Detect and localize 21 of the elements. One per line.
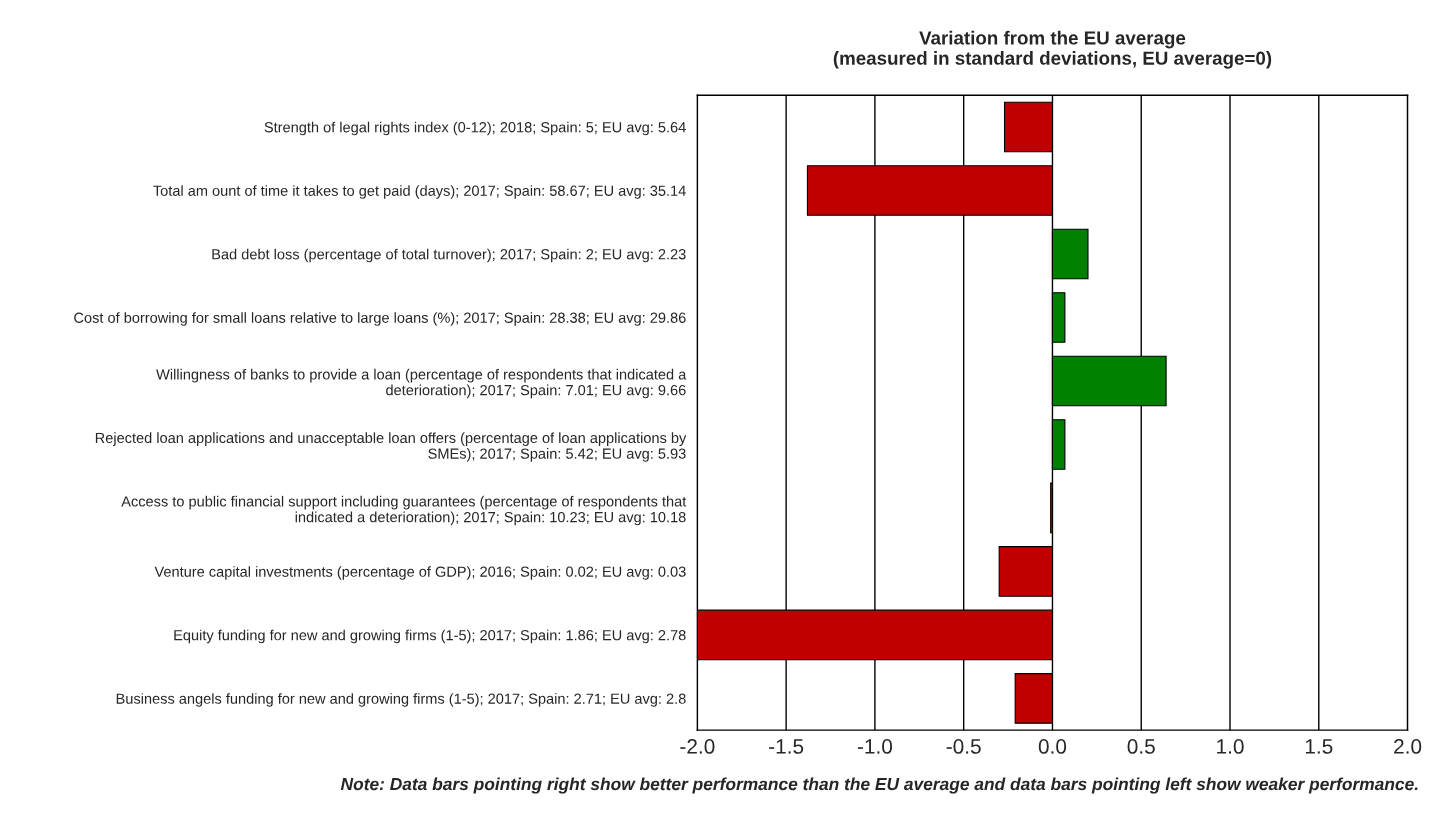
- x-tick-label: 1.5: [1305, 739, 1333, 754]
- y-tick-label: Business angels funding for new and growing firms (1-5); 2017; Spain: 2.71; EU avg: 2.8: [116, 693, 686, 707]
- y-tick-label: Willingness of banks to provide a loan (percentage of respondents that indicated a deterioration); 2017; Spain: 7.01; EU avg: 9.66: [156, 368, 687, 399]
- x-tick-label: 0.5: [1127, 739, 1155, 754]
- x-tick-label: -2.0: [680, 739, 715, 754]
- y-tick-label: Cost of borrowing for small loans relative to large loans (%); 2017; Spain: 28.38; EU avg: 29.86: [74, 312, 686, 326]
- y-tick-label: Total am ount of time it takes to get paid (days); 2017; Spain: 58.67; EU avg: 35.14: [153, 185, 686, 199]
- x-tick-label: -1.0: [857, 739, 893, 754]
- x-tick-label: 2.0: [1394, 739, 1422, 754]
- x-tick-label: -0.5: [946, 739, 981, 754]
- y-tick-label: Bad debt loss (percentage of total turnover); 2017; Spain: 2; EU avg: 2.23: [212, 248, 686, 263]
- y-tick-label: Rejected loan applications and unacceptable loan offers (percentage of loan applications by SMEs); 2017; Spain: 5.42; EU avg: 5.93: [95, 432, 687, 462]
- text: Note: Data bars pointing right show better performance than the EU average and data bars pointing left show weaker performance.: [340, 777, 1418, 794]
- x-tick-label: 1.0: [1217, 739, 1244, 754]
- y-tick-label: Venture capital investments (percentage of GDP); 2016; Spain: 0.02; EU avg: 0.03: [154, 566, 686, 580]
- x-tick-label: 0.0: [1038, 739, 1067, 754]
- y-tick-label: Access to public financial support including guarantees (percentage of respondents that indicated a deterioration); 2017; Spain: 10.23; EU avg: 10.18: [121, 495, 687, 526]
- y-tick-label: Equity funding for new and growing firms (1-5); 2017; Spain: 1.86; EU avg: 2.78: [174, 629, 686, 644]
- x-tick-label: -1.5: [769, 739, 804, 754]
- chart-title: Variation from the EU average (measured in standard deviations, EU average=0): [833, 30, 1272, 69]
- y-tick-label: Strength of legal rights index (0-12); 2018; Spain: 5; EU avg: 5.64: [264, 121, 686, 136]
